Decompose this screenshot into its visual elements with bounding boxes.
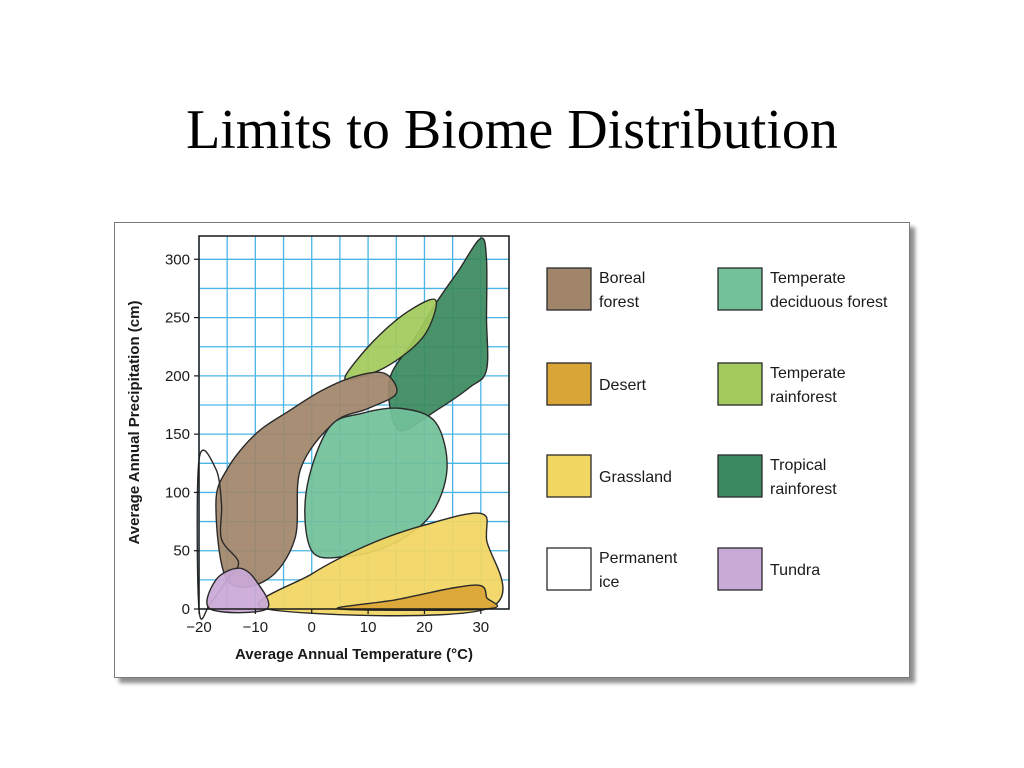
legend-swatch [717,454,763,498]
x-tick-label: 10 [360,619,377,636]
region-desert [336,584,499,612]
legend-label: Tropical [770,457,826,474]
legend-swatch [546,547,592,591]
x-tick-label: 30 [472,619,489,636]
slide-title: Limits to Biome Distribution [186,99,838,161]
x-tick-label: 0 [308,619,316,636]
region-tundra [206,567,270,614]
legend-item-grassland: Grassland [546,454,672,498]
y-axis-label: Average Annual Precipitation (cm) [126,301,143,545]
figure-panel: −20 −10 0 10 20 30 0 50 100 150 200 250 300 Average … [114,222,910,678]
y-tick-label: 0 [182,601,190,618]
x-axis-label: Average Annual Temperature (°C) [235,646,473,663]
y-tick-label: 300 [165,251,190,268]
legend-item-desert: Desert [546,362,647,406]
legend-item-tundra: Tundra [717,547,820,591]
legend-label: deciduous forest [770,294,888,311]
legend-label: forest [599,294,640,311]
x-tick-label: −20 [186,619,211,636]
y-tick-label: 250 [165,310,190,327]
x-tick-label: −10 [243,619,268,636]
legend-label: rainforest [770,389,837,406]
y-tick-label: 100 [165,484,190,501]
legend-swatch [717,267,763,311]
legend-item-tropical-rainforest: Tropical rainforest [717,454,837,498]
y-tick-label: 150 [165,426,190,443]
legend-label: Desert [599,377,647,394]
y-tick-label: 200 [165,368,190,385]
legend-label: Temperate [770,270,846,287]
plot-frame [198,235,510,610]
legend-swatch [546,362,592,406]
legend-swatch [546,454,592,498]
legend-item-temperate-deciduous: Temperate deciduous forest [717,267,888,311]
legend-label: Grassland [599,469,672,486]
legend-swatch [717,362,763,406]
legend-swatch [546,267,592,311]
region-temperate-deciduous [304,407,448,559]
legend-label: rainforest [770,481,837,498]
legend-label: Temperate [770,365,846,382]
legend-label: Tundra [770,562,820,579]
y-tick-label: 50 [173,543,190,560]
legend-item-temperate-rainforest: Temperate rainforest [717,362,846,406]
chart-legend: Boreal forest Temperate deciduous forest Des… [546,267,888,591]
legend-label: ice [599,574,620,591]
legend-swatch [717,547,763,591]
legend-label: Permanent [599,550,678,567]
legend-label: Boreal [599,270,645,287]
legend-item-permanent-ice: Permanent ice [546,547,678,591]
x-tick-label: 20 [416,619,433,636]
chart-axes [198,235,510,610]
legend-item-boreal: Boreal forest [546,267,645,311]
biome-regions [196,237,504,620]
